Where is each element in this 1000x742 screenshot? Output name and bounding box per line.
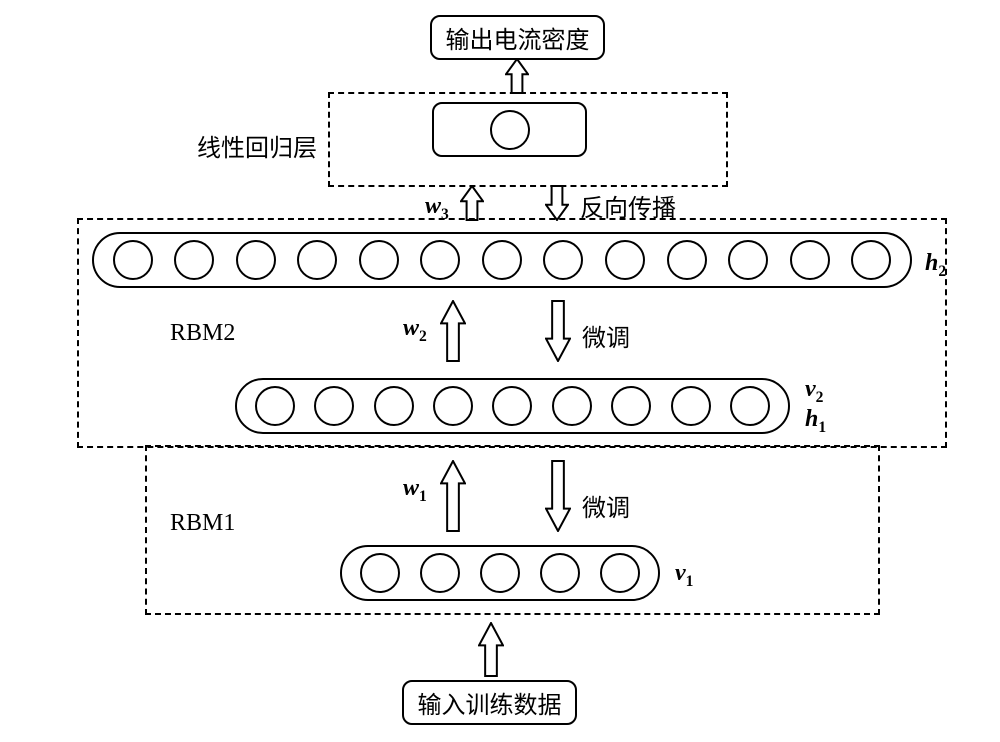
arrow-w1-up: [440, 460, 466, 532]
layer-v2-label: v2: [805, 376, 823, 407]
rbm2-label: RBM2: [170, 320, 235, 347]
neuron-node: [728, 240, 768, 280]
regression-node: [490, 110, 530, 150]
input-box: 输入训练数据: [402, 680, 577, 725]
neuron-node: [667, 240, 707, 280]
input-label: 输入训练数据: [418, 685, 562, 720]
arrow-into-output: [505, 58, 529, 94]
neuron-node: [482, 240, 522, 280]
arrow-finetune-rbm1-down: [545, 460, 571, 532]
arrow-input-up: [478, 622, 504, 677]
layer-v2-h1-row: [235, 378, 790, 434]
neuron-node: [540, 553, 580, 593]
neuron-node: [359, 240, 399, 280]
neuron-node: [605, 240, 645, 280]
finetune-rbm2-label: 微调: [582, 318, 630, 353]
neuron-node: [420, 553, 460, 593]
output-label: 输出电流密度: [446, 20, 590, 55]
neuron-node: [600, 553, 640, 593]
neuron-node: [671, 386, 711, 426]
arrow-w3-up: [460, 185, 484, 221]
weight-w2-label: w2: [403, 315, 427, 346]
finetune-rbm1-label: 微调: [582, 488, 630, 523]
neuron-node: [611, 386, 651, 426]
neuron-node: [236, 240, 276, 280]
layer-h2-row: [92, 232, 912, 288]
neuron-node: [420, 240, 460, 280]
output-box: 输出电流密度: [430, 15, 605, 60]
neuron-node: [552, 386, 592, 426]
arrow-backprop-down: [545, 185, 569, 221]
neuron-node: [174, 240, 214, 280]
weight-w1-label: w1: [403, 475, 427, 506]
arrow-finetune-rbm2-down: [545, 300, 571, 362]
neuron-node: [433, 386, 473, 426]
neuron-node: [374, 386, 414, 426]
neuron-node: [730, 386, 770, 426]
neuron-node: [790, 240, 830, 280]
layer-v1-label: v1: [675, 560, 693, 591]
rbm1-label: RBM1: [170, 510, 235, 537]
neuron-node: [297, 240, 337, 280]
neuron-node: [851, 240, 891, 280]
diagram-stage: 输出电流密度 线性回归层 w3 反向传播 RBM2 h2 w2 微调 RBM1 …: [0, 0, 1000, 742]
neuron-node: [255, 386, 295, 426]
neuron-node: [492, 386, 532, 426]
layer-v1-row: [340, 545, 660, 601]
neuron-node: [314, 386, 354, 426]
linear-regression-label: 线性回归层: [197, 128, 317, 163]
neuron-node: [480, 553, 520, 593]
layer-h2-label: h2: [925, 250, 946, 281]
neuron-node: [113, 240, 153, 280]
arrow-w2-up: [440, 300, 466, 362]
neuron-node: [360, 553, 400, 593]
neuron-node: [543, 240, 583, 280]
layer-h1-label: h1: [805, 406, 826, 437]
linear-regression-node-box: [432, 102, 587, 157]
